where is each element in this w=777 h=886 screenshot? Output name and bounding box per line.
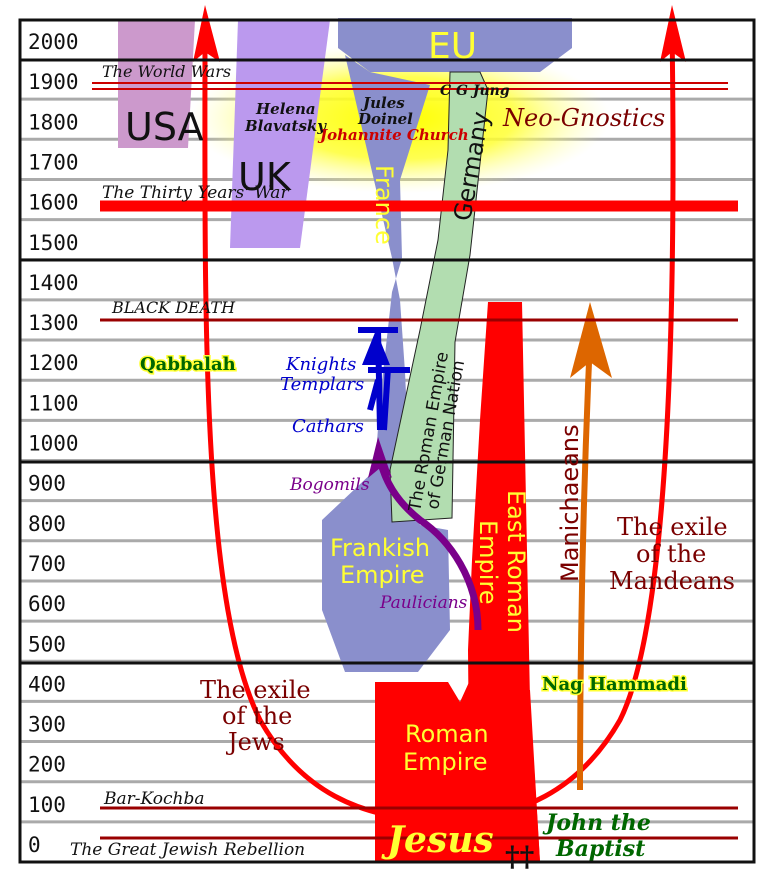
year-label-600: 600 [28, 592, 66, 616]
mandeans-label-line2: of the [636, 540, 706, 568]
usa-label: USA [125, 105, 204, 149]
eu-label: EU [428, 26, 477, 67]
jews-label-line2: of the [222, 702, 292, 730]
frame [18, 18, 756, 864]
manichaeans-arrowhead [570, 302, 612, 378]
mandeans-label-line3: Mandeans [609, 567, 735, 595]
year-label-1600: 1600 [28, 191, 79, 215]
templars-label-line1: Knights [285, 354, 356, 375]
year-label-300: 300 [28, 713, 66, 737]
mandeans-label-line1: The exile [617, 513, 728, 541]
roman-label-line2: Empire [403, 748, 488, 776]
jung-label: C G Jung [440, 83, 510, 99]
year-label-500: 500 [28, 632, 66, 656]
east-roman-label-line2: Empire [474, 520, 502, 605]
jewish-rebellion-label: The Great Jewish Rebellion [70, 840, 305, 860]
year-axis: 2000190018001700160015001400130012001100… [28, 30, 79, 857]
year-label-0: 0 [28, 833, 41, 857]
jesus-label: Jesus [381, 819, 494, 861]
manichaeans-label: Manichaeans [556, 424, 584, 582]
paulicians-label: Paulicians [379, 593, 468, 613]
year-label-100: 100 [28, 793, 66, 817]
doinel-label-line1: Jules [360, 94, 405, 112]
cathars-label: Cathars [292, 416, 364, 437]
year-label-1900: 1900 [28, 70, 79, 94]
uk-label: UK [238, 155, 292, 199]
baptist-label-line2: Baptist [555, 836, 645, 862]
manichaeans-arrow [577, 339, 593, 791]
france-label: France [370, 165, 398, 245]
neo-gnostics-label: Neo-Gnostics [502, 104, 665, 132]
black-death-label: BLACK DEATH [111, 298, 236, 317]
year-label-400: 400 [28, 672, 66, 696]
thirty-years-war-label: The Thirty Years' War [102, 183, 289, 203]
blavatsky-label-line1: Helena [255, 100, 316, 118]
qabbalah-label: Qabbalah [140, 354, 236, 375]
year-label-1200: 1200 [28, 351, 79, 375]
uk-region [230, 20, 330, 248]
right-arrowhead [660, 5, 686, 62]
year-label-1400: 1400 [28, 271, 79, 295]
roman-empire-region [375, 680, 540, 862]
cathars-arrowhead [362, 330, 390, 365]
roman-label-line1: Roman [405, 720, 489, 748]
year-label-1800: 1800 [28, 110, 79, 134]
crucifixion-cross-icon: †† [505, 840, 534, 873]
nag-hammadi-label: Nag Hammadi [542, 674, 687, 695]
bar-kochba-label: Bar-Kochba [103, 789, 204, 809]
blavatsky-label-line2: Blavatsky [244, 117, 327, 135]
year-label-1000: 1000 [28, 432, 79, 456]
bogomils-label: Bogomils [289, 475, 370, 495]
year-label-1100: 1100 [28, 391, 79, 415]
year-label-700: 700 [28, 552, 66, 576]
doinel-label-line2: Doinel [357, 110, 413, 128]
year-label-200: 200 [28, 753, 66, 777]
year-label-900: 900 [28, 472, 66, 496]
baptist-label-line1: John the [542, 810, 651, 836]
year-label-1300: 1300 [28, 311, 79, 335]
johannite-church-label: Johannite Church [317, 126, 469, 144]
event-lines [92, 82, 738, 840]
bogomils-arrowhead [368, 437, 392, 478]
jews-label-line1: The exile [200, 676, 311, 704]
year-label-2000: 2000 [28, 30, 79, 54]
year-label-800: 800 [28, 512, 66, 536]
frankish-label-line2: Empire [340, 561, 425, 589]
templars-label-line2: Templars [280, 374, 364, 395]
year-label-1500: 1500 [28, 231, 79, 255]
paulicians-arrow [376, 459, 482, 631]
year-label-1700: 1700 [28, 150, 79, 174]
jews-label-line3: Jews [225, 728, 285, 756]
frankish-label-line1: Frankish [330, 534, 430, 562]
world-wars-label: The World Wars [102, 62, 231, 81]
east-roman-label-line1: East Roman [502, 490, 530, 633]
left-arrowhead [193, 5, 220, 62]
